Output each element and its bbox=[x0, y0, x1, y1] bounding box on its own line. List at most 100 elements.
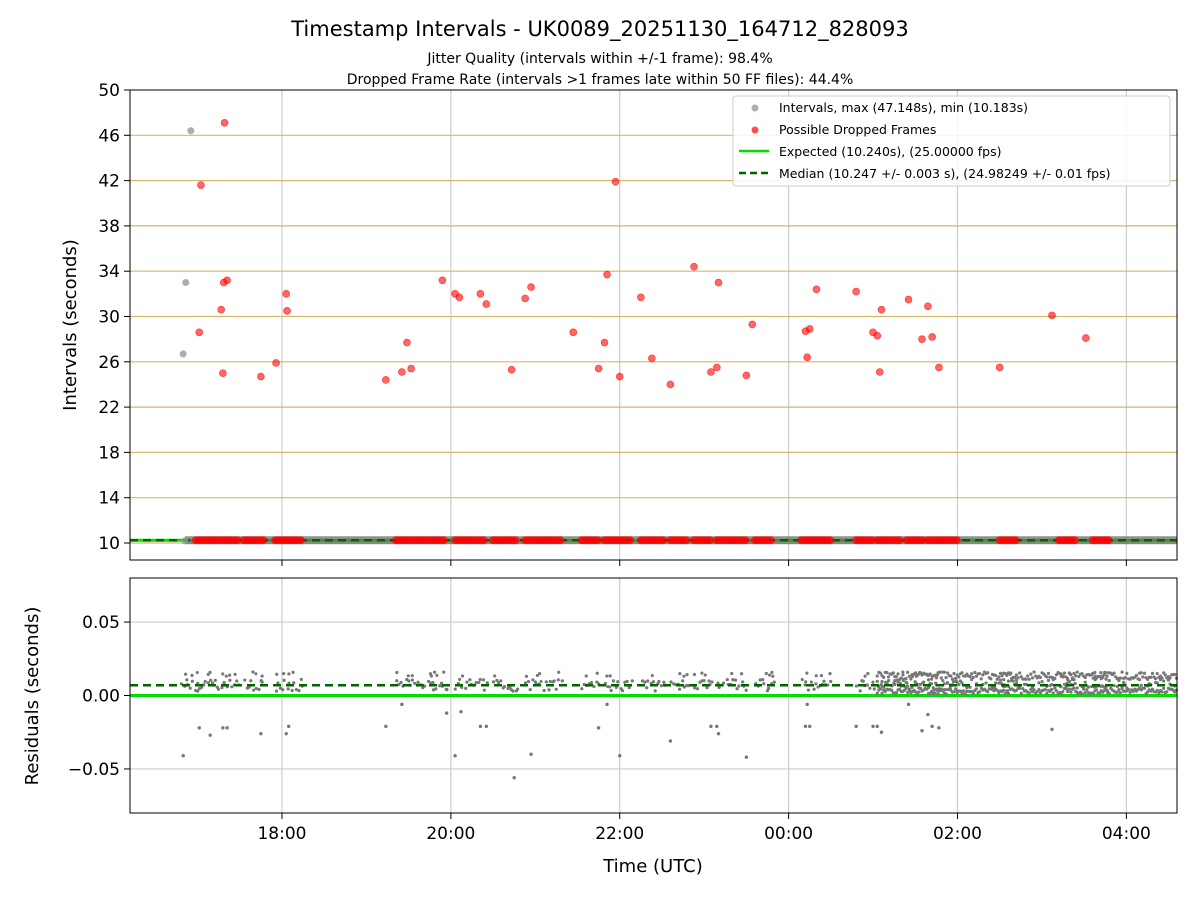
residual-point bbox=[1080, 692, 1084, 696]
residual-point bbox=[764, 671, 768, 676]
dropped-frame-baseline-point bbox=[826, 536, 835, 545]
residuals-y-tick-label: −0.05 bbox=[68, 760, 120, 780]
residual-point bbox=[627, 685, 631, 690]
residual-point bbox=[702, 679, 706, 683]
residual-point bbox=[934, 676, 939, 680]
chart-subtitle-jitter: Jitter Quality (intervals within +/-1 fr… bbox=[426, 51, 772, 67]
residual-point bbox=[1000, 674, 1004, 678]
dropped-frame-baseline-point bbox=[593, 536, 602, 545]
residual-point bbox=[898, 687, 902, 691]
residual-point bbox=[474, 681, 478, 685]
residual-point bbox=[767, 673, 772, 677]
dropped-frame-baseline-point bbox=[479, 536, 488, 545]
residual-point bbox=[190, 673, 194, 677]
dropped-frame-baseline-point bbox=[1104, 536, 1113, 545]
residual-point bbox=[260, 674, 264, 678]
residual-point bbox=[930, 689, 934, 693]
residual-point bbox=[1003, 691, 1007, 696]
residual-point bbox=[584, 674, 588, 678]
residual-point bbox=[399, 680, 403, 685]
dropped-frame-point bbox=[995, 363, 1004, 372]
residual-outlier-point bbox=[225, 726, 229, 730]
residual-point bbox=[1006, 691, 1011, 696]
residual-point bbox=[482, 688, 486, 692]
intervals-y-tick-label: 42 bbox=[98, 172, 120, 192]
residual-point bbox=[994, 673, 998, 678]
residual-point bbox=[1054, 689, 1059, 693]
residual-outlier-point bbox=[744, 755, 749, 759]
residuals-y-axis-label: Residuals (seconds) bbox=[22, 607, 43, 786]
residual-point bbox=[202, 683, 206, 687]
residual-point bbox=[762, 682, 766, 686]
residual-outlier-point bbox=[197, 726, 201, 730]
residual-outlier-point bbox=[805, 702, 809, 707]
residual-point bbox=[1123, 676, 1127, 680]
residual-point bbox=[1086, 685, 1091, 689]
residual-point bbox=[979, 677, 983, 681]
legend-dropped-label: Possible Dropped Frames bbox=[779, 122, 936, 137]
dropped-frame-point bbox=[852, 287, 860, 296]
residual-point bbox=[1101, 675, 1105, 679]
residual-point bbox=[1104, 687, 1108, 692]
dropped-frame-point bbox=[195, 328, 204, 337]
residual-outlier-point bbox=[808, 724, 812, 729]
residual-point bbox=[740, 672, 744, 676]
residual-point bbox=[1073, 681, 1077, 686]
residual-point bbox=[274, 689, 279, 693]
residual-point bbox=[1115, 690, 1119, 694]
residual-point bbox=[812, 687, 816, 691]
intervals-ticks: 10 14 18 22 26 30 34 38 42 46 50 bbox=[98, 81, 1127, 566]
residual-point bbox=[1142, 686, 1147, 690]
residual-outlier-point bbox=[879, 730, 884, 734]
residual-point bbox=[646, 679, 650, 683]
intervals-y-tick-label: 46 bbox=[98, 126, 120, 146]
residual-point bbox=[901, 673, 905, 677]
residual-point bbox=[407, 679, 411, 683]
residual-point bbox=[914, 671, 918, 675]
residual-point bbox=[933, 691, 937, 695]
residual-point bbox=[485, 681, 489, 685]
residual-point bbox=[1019, 691, 1023, 695]
dropped-frame-baseline-point bbox=[556, 536, 565, 545]
residual-point bbox=[968, 674, 972, 679]
residual-point bbox=[716, 681, 720, 685]
residual-point bbox=[997, 681, 1001, 685]
residuals-panel: 18:00 20:00 22:00 00:00 02:00 04:00 0.05 0.00 −0… bbox=[22, 577, 1179, 877]
residual-point bbox=[651, 680, 656, 684]
dropped-frame-point bbox=[282, 290, 291, 298]
residual-point bbox=[257, 687, 261, 692]
residual-point bbox=[260, 680, 264, 684]
residual-point bbox=[458, 677, 462, 682]
residual-outlier-point bbox=[444, 711, 449, 715]
legend-box bbox=[732, 95, 1171, 187]
residual-point bbox=[194, 688, 198, 693]
residual-point bbox=[1069, 690, 1073, 694]
residual-point bbox=[453, 687, 457, 691]
residual-point bbox=[943, 687, 947, 692]
residual-point bbox=[1139, 671, 1143, 675]
residual-point bbox=[203, 679, 207, 684]
residual-point bbox=[292, 681, 296, 685]
residual-point bbox=[1067, 687, 1071, 691]
residual-point bbox=[1157, 691, 1161, 695]
residual-point bbox=[737, 684, 741, 688]
residual-point bbox=[894, 675, 899, 679]
residual-point bbox=[678, 672, 682, 676]
residual-point bbox=[692, 672, 697, 677]
residual-point bbox=[206, 681, 210, 685]
residual-point bbox=[735, 687, 739, 691]
legend-intervals-label: Intervals, max (47.148s), min (10.183s) bbox=[779, 100, 1028, 115]
residual-point bbox=[1038, 675, 1043, 680]
residual-point bbox=[1155, 681, 1159, 685]
residual-point bbox=[981, 673, 985, 677]
intervals-y-tick-label: 30 bbox=[98, 308, 120, 328]
residual-point bbox=[942, 670, 947, 674]
dropped-frame-point bbox=[603, 270, 611, 279]
residual-point bbox=[910, 675, 915, 679]
residual-point bbox=[1091, 676, 1095, 680]
residual-point bbox=[1066, 689, 1070, 694]
dropped-frame-point bbox=[713, 363, 721, 372]
residual-point bbox=[994, 681, 998, 685]
residual-outlier-point bbox=[453, 754, 457, 758]
